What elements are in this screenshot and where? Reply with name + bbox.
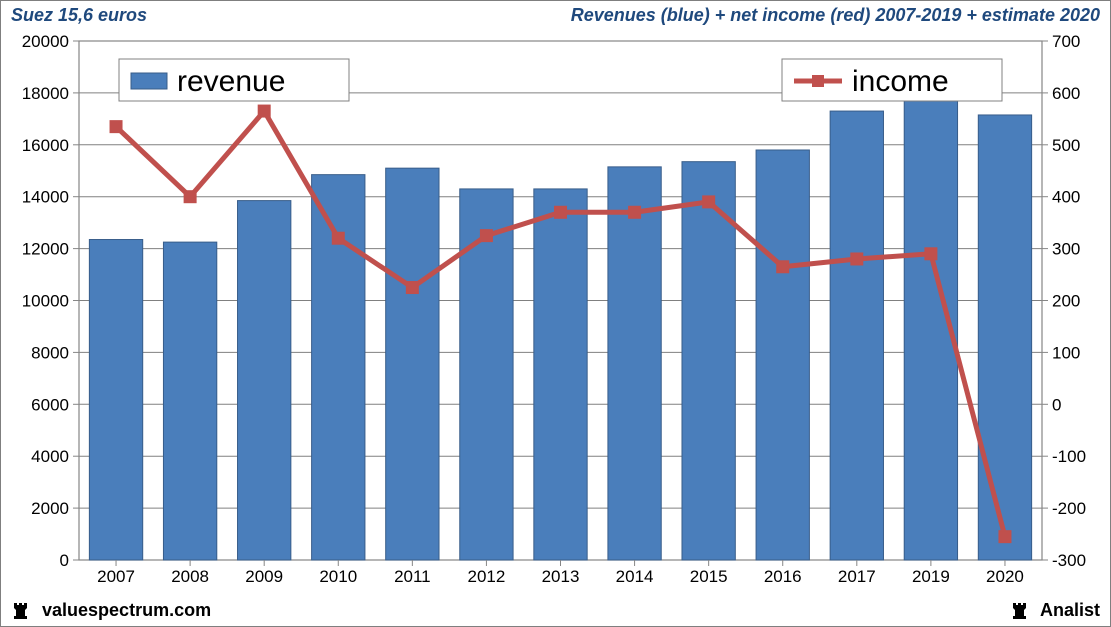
footer-right: Analist (1010, 600, 1100, 622)
y-right-tick: 500 (1052, 136, 1080, 155)
x-tick-label: 2019 (912, 567, 950, 586)
income-marker (406, 282, 418, 294)
bar (163, 242, 216, 560)
x-tick-label: 2011 (394, 567, 431, 586)
x-tick-label: 2009 (245, 567, 283, 586)
x-tick-label: 2007 (97, 567, 135, 586)
income-marker (777, 261, 789, 273)
bar (460, 189, 513, 560)
bar (830, 111, 883, 560)
y-left-tick: 12000 (22, 240, 69, 259)
footer-left: valuespectrum.com (11, 600, 211, 622)
x-tick-label: 2017 (838, 567, 876, 586)
y-left-tick: 6000 (31, 395, 69, 414)
y-right-tick: 0 (1052, 395, 1061, 414)
x-tick-label: 2014 (616, 567, 654, 586)
x-tick-label: 2016 (764, 567, 802, 586)
x-tick-label: 2015 (690, 567, 728, 586)
income-marker (332, 232, 344, 244)
y-right-tick: -300 (1052, 551, 1086, 570)
rook-icon (11, 600, 33, 622)
x-tick-label: 2008 (171, 567, 209, 586)
income-marker (555, 206, 567, 218)
bar (978, 115, 1031, 560)
y-right-tick: 200 (1052, 292, 1080, 311)
income-marker (703, 196, 715, 208)
x-tick-label: 2010 (319, 567, 357, 586)
income-marker (480, 230, 492, 242)
income-marker (851, 253, 863, 265)
y-left-tick: 4000 (31, 447, 69, 466)
income-marker (258, 105, 270, 117)
income-marker (999, 531, 1011, 543)
footer-bar: valuespectrum.com Analist (1, 596, 1110, 626)
y-left-tick: 18000 (22, 84, 69, 103)
legend-revenue-label: revenue (177, 65, 285, 98)
y-right-tick: -200 (1052, 499, 1086, 518)
chart-svg: 2007 2008 2009 2010 2011 2012 2013 2014 2015 2016… (9, 31, 1102, 594)
y-left-tick: 14000 (22, 188, 69, 207)
income-marker (184, 191, 196, 203)
bar (386, 168, 439, 560)
y-right-tick: 400 (1052, 188, 1080, 207)
bar (89, 240, 142, 560)
y-left-tick: 16000 (22, 136, 69, 155)
x-tick-label: 2020 (986, 567, 1024, 586)
bar (238, 201, 291, 560)
y-left-tick: 0 (60, 551, 69, 570)
x-tick-label: 2013 (542, 567, 580, 586)
legend-income-label: income (852, 65, 949, 98)
chart-area: 2007 2008 2009 2010 2011 2012 2013 2014 2015 2016… (9, 31, 1102, 594)
bar (756, 150, 809, 560)
y-right-tick: 100 (1052, 343, 1080, 362)
y-left-tick: 8000 (31, 343, 69, 362)
y-left-tick: 20000 (22, 32, 69, 51)
y-left-tick: 10000 (22, 292, 69, 311)
y-right-tick: 700 (1052, 32, 1080, 51)
y-right-tick: 300 (1052, 240, 1080, 259)
income-marker (110, 121, 122, 133)
header-bar: Suez 15,6 euros Revenues (blue) + net in… (1, 1, 1110, 29)
x-tick-label: 2012 (468, 567, 506, 586)
income-marker (925, 248, 937, 260)
y-left-tick: 2000 (31, 499, 69, 518)
rook-icon (1010, 600, 1032, 622)
bar (608, 167, 661, 560)
footer-left-text: valuespectrum.com (42, 600, 211, 620)
y-right-tick: -100 (1052, 447, 1086, 466)
bar (534, 189, 587, 560)
header-left: Suez 15,6 euros (11, 5, 147, 26)
header-right: Revenues (blue) + net income (red) 2007-… (571, 5, 1100, 26)
y-right-tick: 600 (1052, 84, 1080, 103)
income-marker (629, 206, 641, 218)
chart-frame: Suez 15,6 euros Revenues (blue) + net in… (0, 0, 1111, 627)
footer-right-text: Analist (1040, 600, 1100, 620)
